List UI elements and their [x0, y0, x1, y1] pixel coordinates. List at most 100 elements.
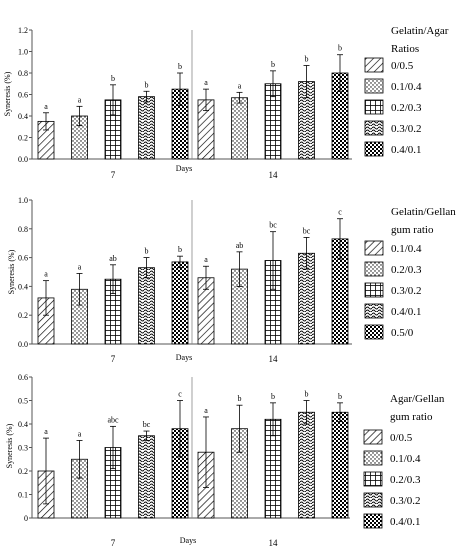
x-group-label: 14	[269, 170, 279, 180]
significance-letter: a	[78, 262, 82, 271]
legend-label: 0.3/0.2	[391, 285, 422, 297]
x-axis-label: Days	[180, 536, 196, 545]
legend-label: 0.5/0	[391, 327, 414, 339]
bar	[138, 96, 155, 160]
significance-letter: c	[338, 208, 342, 217]
x-group-label: 7	[111, 538, 116, 548]
significance-letter: b	[145, 247, 149, 256]
x-group-label: 7	[111, 354, 116, 364]
significance-letter: b	[271, 392, 275, 401]
y-tick-label: 1.0	[18, 196, 28, 205]
bar	[171, 261, 189, 345]
bar	[138, 435, 155, 519]
significance-letter: b	[178, 245, 182, 254]
bar	[331, 411, 349, 519]
legend-label: 0.4/0.1	[390, 516, 421, 528]
legend-swatch	[363, 429, 383, 445]
y-tick-label: 1.0	[18, 48, 28, 57]
y-tick-label: 0.5	[18, 397, 28, 406]
significance-letter: a	[78, 429, 82, 438]
y-tick-label: 0.4	[18, 420, 28, 429]
bar	[298, 411, 315, 519]
legend-title: Ratios	[391, 43, 419, 55]
y-axis-label: Syneresis (%)	[5, 423, 14, 468]
significance-letter: a	[44, 427, 48, 436]
legend-label: 0.2/0.3	[390, 474, 421, 486]
significance-letter: b	[305, 54, 309, 63]
y-tick-label: 0.1	[18, 491, 28, 500]
bar	[138, 267, 155, 345]
bar	[231, 97, 248, 160]
legend-label: 0.3/0.2	[391, 123, 422, 135]
legend-label: 0.4/0.1	[391, 144, 422, 156]
significance-letter: a	[204, 255, 208, 264]
y-tick-label: 0.2	[18, 311, 28, 320]
y-tick-label: 0.6	[18, 254, 28, 263]
y-tick-label: 0.0	[18, 155, 28, 164]
legend-swatch	[364, 324, 384, 340]
legend-swatch	[364, 99, 384, 115]
significance-letter: a	[44, 270, 48, 279]
significance-letter: bc	[143, 420, 151, 429]
legend-title: Agar/Gellan	[390, 393, 445, 405]
legend-swatch	[363, 492, 383, 508]
significance-letter: bc	[269, 221, 277, 230]
y-tick-label: 0.0	[18, 340, 28, 349]
chart-panel-3: 0 0.1 0.2 0.3 0.4 0.5 0.6 Syneresis (%) a a abc bc c…	[5, 373, 445, 548]
legend-title: Gelatin/Gellan	[391, 206, 456, 218]
legend-label: 0.1/0.4	[391, 81, 422, 93]
y-tick-label: 0.2	[18, 467, 28, 476]
legend-title: gum ratio	[390, 411, 433, 423]
legend-label: 0/0.5	[390, 432, 413, 444]
significance-letter: a	[44, 102, 48, 111]
legend-swatch	[364, 261, 384, 277]
legend-label: 0.2/0.3	[391, 264, 422, 276]
legend-swatch	[364, 282, 384, 298]
chart-panel-2: 0.0 0.2 0.4 0.6 0.8 1.0 Syneresis (%) a a ab b b 7 a a…	[7, 196, 456, 364]
significance-letter: b	[178, 62, 182, 71]
x-axis-label: Days	[176, 353, 192, 362]
significance-letter: bc	[303, 226, 311, 235]
legend-swatch	[363, 513, 383, 529]
significance-letter: c	[178, 390, 182, 399]
y-tick-label: 0	[24, 514, 28, 523]
y-tick-label: 0.6	[18, 91, 28, 100]
significance-letter: b	[305, 390, 309, 399]
significance-letter: b	[271, 60, 275, 69]
significance-letter: ab	[236, 241, 244, 250]
y-tick-label: 0.8	[18, 225, 28, 234]
legend-label: 0.1/0.4	[391, 243, 422, 255]
legend-swatch	[364, 141, 384, 157]
significance-letter: b	[145, 80, 149, 89]
significance-letter: b	[238, 394, 242, 403]
legend-swatch	[364, 57, 384, 73]
y-tick-label: 1.2	[18, 26, 28, 35]
legend-swatch	[364, 120, 384, 136]
y-tick-label: 0.2	[18, 134, 28, 143]
significance-letter: b	[338, 44, 342, 53]
significance-letter: ab	[109, 254, 117, 263]
y-tick-label: 0.6	[18, 373, 28, 382]
significance-letter: a	[204, 406, 208, 415]
y-axis-label: Syneresis (%)	[7, 249, 16, 294]
legend-label: 0.4/0.1	[391, 306, 422, 318]
legend-label: 0.2/0.3	[391, 102, 422, 114]
legend-label: 0/0.5	[391, 60, 414, 72]
legend-label: 0.3/0.2	[390, 495, 421, 507]
x-group-label: 14	[269, 538, 279, 548]
y-tick-label: 0.8	[18, 69, 28, 78]
chart-panel-1: 0.0 0.2 0.4 0.6 0.8 1.0 1.2 Syneresis (%) a a b b b 7…	[3, 25, 449, 180]
legend-swatch	[364, 78, 384, 94]
significance-letter: a	[204, 78, 208, 87]
significance-letter: b	[338, 392, 342, 401]
x-group-label: 14	[269, 354, 279, 364]
legend-swatch	[364, 240, 384, 256]
legend-swatch	[363, 471, 383, 487]
x-group-label: 7	[111, 170, 116, 180]
x-axis-label: Days	[176, 164, 192, 173]
y-axis-label: Syneresis (%)	[3, 71, 12, 116]
significance-letter: abc	[107, 415, 119, 424]
legend-swatch	[364, 303, 384, 319]
significance-letter: a	[78, 95, 82, 104]
